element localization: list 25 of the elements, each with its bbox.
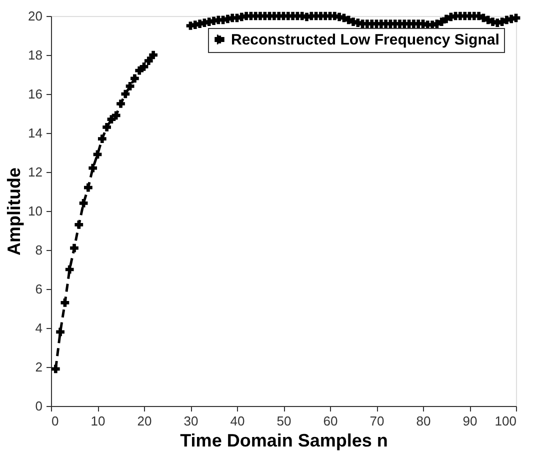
y-tick-label: 16: [28, 86, 42, 102]
x-tick-label: 20: [137, 414, 152, 428]
x-tick-label: 30: [184, 414, 198, 428]
x-tick-label: 10: [90, 414, 106, 428]
x-tick-label: 0: [52, 414, 59, 428]
y-tick-label: 18: [28, 48, 42, 62]
x-tick-label: 70: [370, 414, 384, 428]
y-tick-label: 4: [35, 320, 42, 336]
y-tick-label: 0: [35, 398, 42, 414]
x-tick-label: 50: [276, 414, 292, 428]
y-tick-label: 8: [35, 242, 42, 258]
y-tick-label: 2: [35, 360, 42, 374]
y-tick-label: 10: [28, 204, 42, 218]
legend-label: Reconstructed Low Frequency Signal: [231, 32, 500, 48]
x-tick-label: 80: [416, 414, 431, 428]
x-tick-label: 90: [462, 414, 478, 428]
y-tick-label: 14: [28, 126, 42, 140]
y-tick-label: 6: [35, 282, 42, 296]
x-axis-title: Time Domain Samples n: [180, 430, 388, 450]
y-tick-label: 12: [28, 164, 42, 180]
x-tick-label: 60: [323, 414, 338, 428]
y-axis-title: Amplitude: [4, 168, 24, 256]
x-tick-label: 100: [494, 414, 516, 428]
y-tick-label: 20: [28, 8, 42, 24]
x-tick-label: 40: [230, 414, 245, 428]
